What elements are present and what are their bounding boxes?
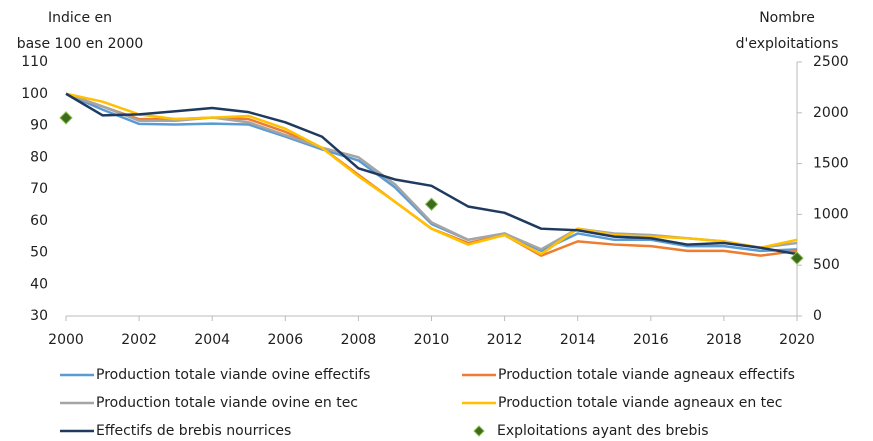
y2-tick-label: 1500 <box>813 156 849 172</box>
legend-label: Production totale viande ovine effectifs <box>96 367 370 383</box>
legend-label: Production totale viande ovine en tec <box>96 395 358 411</box>
x-tick-label: 2010 <box>414 332 450 348</box>
y2-axis-title: Nombre <box>759 10 815 26</box>
x-tick-label: 2008 <box>341 332 377 348</box>
y-tick-label: 100 <box>21 86 48 102</box>
y2-tick-label: 500 <box>813 257 840 273</box>
legend-label: Exploitations ayant des brebis <box>497 423 709 439</box>
y-tick-label: 70 <box>30 181 48 197</box>
series-line <box>65 92 798 256</box>
x-tick-label: 2002 <box>121 332 157 348</box>
data-point <box>790 251 804 265</box>
y2-tick-label: 1000 <box>813 206 849 222</box>
x-tick-label: 2014 <box>560 332 596 348</box>
data-point <box>59 111 73 125</box>
x-tick-label: 2018 <box>706 332 742 348</box>
y-axis-title: base 100 en 2000 <box>17 36 144 52</box>
y-axis-title: Indice en <box>48 10 112 26</box>
x-tick-label: 2006 <box>267 332 303 348</box>
y2-tick-label: 0 <box>813 308 822 324</box>
y2-tick-label: 2000 <box>813 105 849 121</box>
y-tick-label: 40 <box>30 276 48 292</box>
x-tick-label: 2000 <box>48 332 84 348</box>
x-tick-label: 2004 <box>194 332 230 348</box>
series-line <box>65 92 798 256</box>
legend-label: Effectifs de brebis nourrices <box>96 423 291 439</box>
y-tick-label: 90 <box>30 118 48 134</box>
x-tick-label: 2012 <box>487 332 523 348</box>
data-point <box>424 197 439 211</box>
y-tick-label: 30 <box>30 308 48 324</box>
legend-marker <box>473 425 485 437</box>
y-tick-label: 50 <box>30 245 48 261</box>
y2-tick-label: 2500 <box>813 54 849 70</box>
y-tick-label: 60 <box>30 213 48 229</box>
series-line <box>65 92 798 253</box>
legend-label: Production totale viande agneaux en tec <box>498 395 782 411</box>
legend-label: Production totale viande agneaux effecti… <box>498 367 795 383</box>
y-tick-label: 80 <box>30 149 48 165</box>
x-tick-label: 2020 <box>779 332 815 348</box>
series-line <box>65 92 798 251</box>
y-tick-label: 110 <box>21 54 48 70</box>
x-tick-label: 2016 <box>633 332 669 348</box>
y2-axis-title: d'exploitations <box>736 36 839 52</box>
